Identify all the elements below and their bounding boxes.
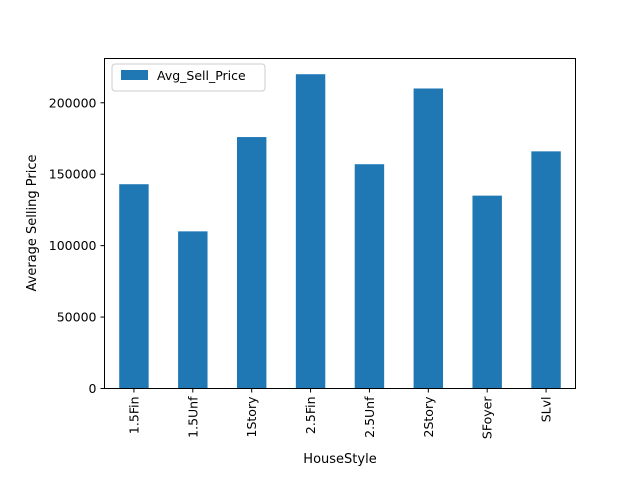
legend: Avg_Sell_Price bbox=[111, 63, 266, 92]
bar-1Story bbox=[236, 137, 267, 389]
x-tick-label: SLvl bbox=[539, 397, 554, 423]
y-axis-label: Average Selling Price bbox=[25, 155, 40, 292]
bar-2Story bbox=[413, 88, 444, 389]
bar-2.5Fin bbox=[295, 74, 326, 389]
bar-2.5Unf bbox=[354, 164, 385, 389]
bar-1.5Unf bbox=[178, 231, 208, 389]
x-tick-label: 1.5Fin bbox=[126, 397, 141, 435]
bars-group bbox=[119, 74, 561, 389]
y-tick-label: 0 bbox=[89, 381, 97, 396]
y-tick-label: 200000 bbox=[49, 95, 97, 110]
y-tick-label: 50000 bbox=[57, 310, 97, 325]
y-tick-label: 150000 bbox=[49, 167, 97, 182]
plot-frame bbox=[104, 58, 576, 389]
bar-1.5Fin bbox=[119, 184, 149, 389]
x-tick-label: 2.5Fin bbox=[303, 397, 318, 435]
x-tick-label: 1Story bbox=[244, 396, 259, 438]
x-axis: 1.5Fin 1.5Unf 1Story 2.5Fin 2.5Unf 2Story SFoy… bbox=[126, 388, 554, 439]
x-tick-label: 2Story bbox=[421, 396, 436, 438]
legend-label: Avg_Sell_Price bbox=[157, 68, 246, 83]
x-tick-label: SFoyer bbox=[480, 396, 495, 439]
y-tick-label: 100000 bbox=[49, 238, 97, 253]
x-axis-label: HouseStyle bbox=[303, 452, 376, 467]
bar-SLvl bbox=[531, 151, 561, 389]
legend-frame bbox=[111, 63, 266, 92]
bar-SFoyer bbox=[472, 195, 502, 389]
x-tick-label: 1.5Unf bbox=[185, 396, 200, 438]
x-tick-label: 2.5Unf bbox=[362, 396, 377, 438]
legend-swatch bbox=[121, 70, 148, 80]
y-axis: 0 50000 100000 150000 200000 bbox=[49, 95, 105, 396]
